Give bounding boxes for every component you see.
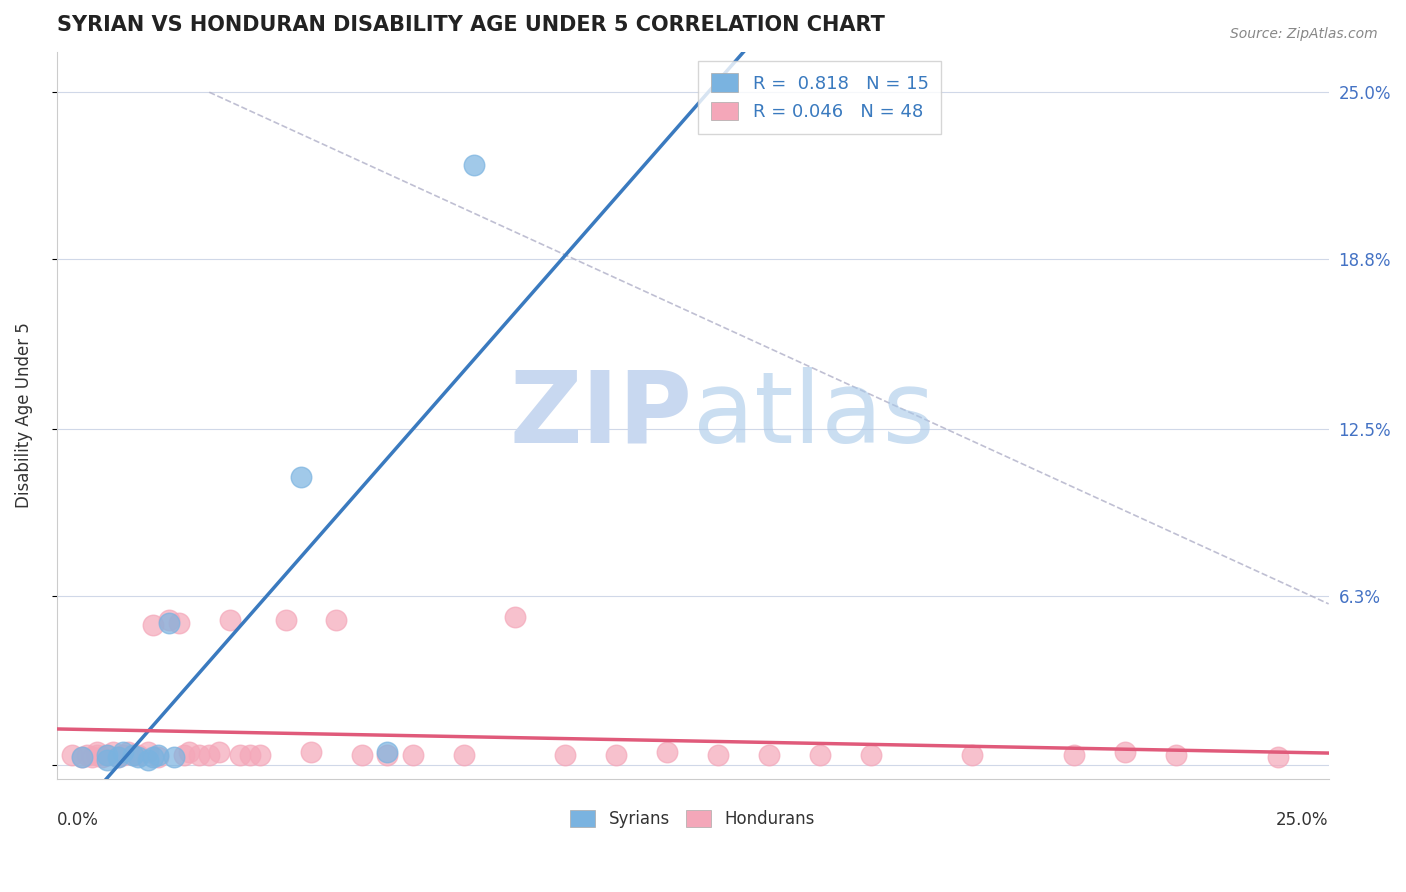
Point xyxy=(136,745,159,759)
Text: SYRIAN VS HONDURAN DISABILITY AGE UNDER 5 CORRELATION CHART: SYRIAN VS HONDURAN DISABILITY AGE UNDER … xyxy=(56,15,884,35)
Point xyxy=(127,750,149,764)
Point xyxy=(76,747,98,762)
Point xyxy=(91,750,114,764)
Point xyxy=(808,747,831,762)
Point xyxy=(107,750,129,764)
Point xyxy=(325,613,347,627)
Point xyxy=(605,747,627,762)
Point xyxy=(142,618,165,632)
Point xyxy=(173,747,195,762)
Point xyxy=(177,745,200,759)
Point xyxy=(148,750,170,764)
Point xyxy=(375,747,398,762)
Point xyxy=(122,747,145,762)
Point xyxy=(657,745,679,759)
Point xyxy=(60,747,83,762)
Point xyxy=(1267,750,1289,764)
Point xyxy=(167,615,190,630)
Text: Source: ZipAtlas.com: Source: ZipAtlas.com xyxy=(1230,27,1378,41)
Point xyxy=(554,747,576,762)
Point xyxy=(274,613,297,627)
Point xyxy=(111,745,134,759)
Point xyxy=(107,750,129,764)
Point xyxy=(96,747,118,762)
Point xyxy=(1164,747,1187,762)
Point xyxy=(1063,747,1085,762)
Point xyxy=(70,750,93,764)
Point xyxy=(249,747,271,762)
Point xyxy=(96,753,118,767)
Point xyxy=(127,747,149,762)
Point xyxy=(1114,745,1136,759)
Point xyxy=(299,745,322,759)
Point xyxy=(122,747,145,762)
Point xyxy=(101,745,124,759)
Text: 25.0%: 25.0% xyxy=(1277,811,1329,830)
Text: ZIP: ZIP xyxy=(510,367,693,464)
Point xyxy=(962,747,984,762)
Point xyxy=(117,745,139,759)
Point xyxy=(350,747,373,762)
Text: 0.0%: 0.0% xyxy=(56,811,98,830)
Text: atlas: atlas xyxy=(693,367,934,464)
Point xyxy=(229,747,252,762)
Point xyxy=(148,747,170,762)
Point xyxy=(188,747,211,762)
Point xyxy=(463,158,485,172)
Point xyxy=(239,747,262,762)
Point xyxy=(402,747,425,762)
Point xyxy=(70,750,93,764)
Point xyxy=(503,610,526,624)
Point xyxy=(859,747,882,762)
Point xyxy=(142,750,165,764)
Point xyxy=(707,747,730,762)
Point xyxy=(86,745,108,759)
Point xyxy=(453,747,475,762)
Point xyxy=(162,750,184,764)
Point xyxy=(86,747,108,762)
Point xyxy=(375,745,398,759)
Point xyxy=(111,747,134,762)
Point xyxy=(198,747,221,762)
Point xyxy=(157,615,180,630)
Y-axis label: Disability Age Under 5: Disability Age Under 5 xyxy=(15,322,32,508)
Point xyxy=(82,750,104,764)
Point xyxy=(208,745,231,759)
Point xyxy=(758,747,780,762)
Point xyxy=(218,613,240,627)
Legend: Syrians, Hondurans: Syrians, Hondurans xyxy=(562,801,824,836)
Point xyxy=(290,470,312,484)
Point xyxy=(136,753,159,767)
Point xyxy=(157,613,180,627)
Point xyxy=(96,747,118,762)
